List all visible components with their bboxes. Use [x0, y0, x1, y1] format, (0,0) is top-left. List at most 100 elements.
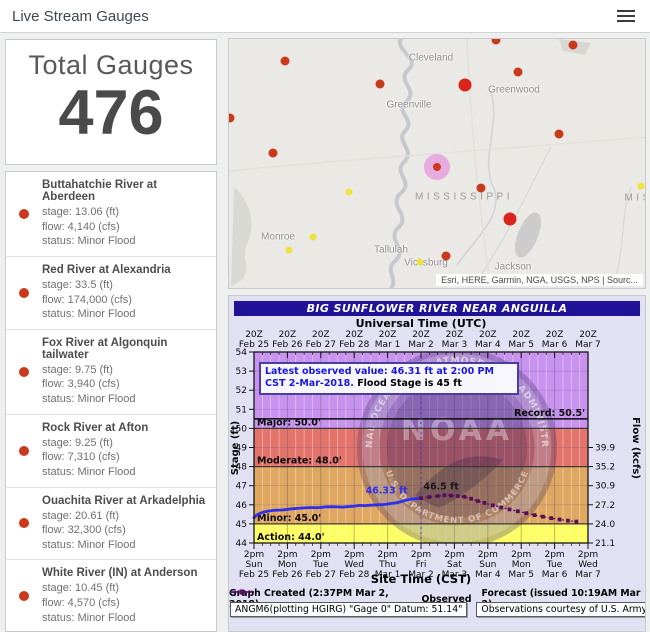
svg-text:2pm: 2pm	[544, 550, 564, 560]
svg-text:2pm: 2pm	[578, 550, 598, 560]
map-gauge-marker[interactable]	[441, 251, 451, 261]
gauge-status-dot	[19, 445, 29, 456]
gauge-stage: stage: 9.75 (ft)	[42, 363, 113, 376]
gauge-stage: stage: 10.45 (ft)	[42, 582, 120, 595]
svg-text:2pm: 2pm	[511, 550, 531, 560]
map-gauge-marker[interactable]	[637, 182, 645, 190]
svg-text:54: 54	[236, 348, 248, 358]
svg-text:2pm: 2pm	[344, 550, 364, 560]
svg-text:Mar 7: Mar 7	[575, 570, 601, 580]
svg-text:44: 44	[236, 539, 248, 549]
svg-text:20Z: 20Z	[312, 330, 330, 340]
map-gauge-marker[interactable]	[503, 212, 517, 226]
svg-text:20Z: 20Z	[546, 330, 564, 340]
gauge-status-dot	[19, 591, 29, 602]
gauge-status: status: Minor Flood	[42, 538, 136, 551]
annotation-line1: Latest observed value: 46.31 ft at 2:00 …	[265, 366, 494, 377]
gauge-flow: flow: 32,300 (cfs)	[42, 524, 126, 537]
svg-text:48: 48	[236, 463, 248, 473]
svg-text:Moderate: 48.0': Moderate: 48.0'	[257, 456, 342, 467]
gauge-list: Buttahatchie River at Aberdeen stage: 13.…	[5, 171, 217, 632]
svg-text:Feb 26: Feb 26	[272, 570, 303, 580]
svg-text:Mar 3: Mar 3	[442, 340, 468, 350]
list-item[interactable]: Red River at Alexandria stage: 33.5 (ft) f…	[6, 257, 216, 330]
map-panel[interactable]: Cleveland Greenwood Greenville Monroe Tallul…	[228, 38, 646, 289]
map-gauge-marker[interactable]	[345, 188, 353, 196]
svg-text:21.1: 21.1	[595, 539, 615, 549]
svg-text:2pm: 2pm	[377, 550, 397, 560]
latest-observed-annotation: Latest observed value: 46.31 ft at 2:00 …	[259, 362, 519, 395]
gauge-name: Ouachita River at Arkadelphia	[42, 494, 206, 507]
map-gauge-marker[interactable]	[416, 258, 424, 266]
svg-text:Sat: Sat	[447, 560, 462, 570]
gauge-name: Rock River at Afton	[42, 421, 149, 434]
app-title: Live Stream Gauges	[12, 7, 149, 25]
svg-text:Mar 6: Mar 6	[542, 340, 568, 350]
map-gauge-marker[interactable]	[458, 78, 472, 92]
map-gauge-marker[interactable]	[309, 233, 317, 241]
gauge-status-dot	[19, 518, 29, 529]
svg-text:Sun: Sun	[245, 560, 262, 570]
map-gauge-marker[interactable]	[280, 56, 290, 66]
gauge-status: status: Minor Flood	[42, 611, 136, 624]
map-state-label: MISSISSIPPI	[415, 191, 513, 203]
annotation-line2-date: CST 2-Mar-2018.	[265, 378, 354, 390]
gauge-name: Fox River at Algonquin tailwater	[42, 336, 168, 361]
list-item[interactable]: White River (IN) at Anderson stage: 10.45…	[6, 560, 216, 631]
chart-title-bar: BIG SUNFLOWER RIVER NEAR ANGUILLA	[234, 301, 640, 316]
svg-text:Wed: Wed	[578, 560, 598, 570]
gauge-stage: stage: 20.61 (ft)	[42, 509, 120, 522]
bottom-axis-label: Site Time (CST)	[370, 572, 472, 586]
selected-gauge-marker[interactable]	[424, 154, 450, 180]
svg-text:Feb 28: Feb 28	[339, 340, 370, 350]
svg-text:Action: 44.0': Action: 44.0'	[257, 532, 325, 543]
map-gauge-marker[interactable]	[568, 40, 578, 50]
map-gauge-marker[interactable]	[375, 79, 385, 89]
gauge-status: status: Minor Flood	[42, 235, 136, 248]
svg-text:Mar 2: Mar 2	[408, 570, 434, 580]
map-gauge-marker[interactable]	[285, 246, 293, 254]
list-item[interactable]: Ouachita River at Arkadelphia stage: 20.6…	[6, 488, 216, 561]
svg-text:Major: 50.0': Major: 50.0'	[257, 417, 321, 428]
gauge-flow: flow: 3,940 (cfs)	[42, 378, 120, 391]
svg-text:27.2: 27.2	[595, 501, 615, 511]
menu-icon[interactable]	[614, 7, 638, 25]
map-gauge-marker[interactable]	[476, 183, 486, 193]
svg-text:39.9: 39.9	[595, 444, 615, 454]
map-gauge-marker[interactable]	[229, 113, 235, 123]
svg-text:53: 53	[236, 367, 247, 377]
map-city-label: Jackson	[494, 261, 532, 273]
map-city-label: Tallulah	[374, 244, 408, 256]
gauge-flow: flow: 4,570 (cfs)	[42, 597, 120, 609]
list-item[interactable]: Buttahatchie River at Aberdeen stage: 13.…	[6, 172, 216, 257]
map-gauge-marker[interactable]	[554, 129, 564, 139]
svg-text:20Z: 20Z	[245, 330, 263, 340]
svg-text:Mar 4: Mar 4	[475, 570, 501, 580]
svg-text:Feb 28: Feb 28	[339, 570, 370, 580]
map-gauge-marker[interactable]	[268, 148, 278, 158]
gauge-status: status: Minor Flood	[42, 465, 136, 478]
observed-value-label: 46.33 ft	[366, 485, 408, 496]
gauge-status-dot	[19, 287, 29, 298]
svg-text:Feb 26: Feb 26	[272, 340, 303, 350]
map-city-label: Monroe	[261, 231, 295, 243]
map-city-label: Greenville	[386, 99, 432, 111]
gauge-status: status: Minor Flood	[42, 393, 136, 405]
legend-label: Observed	[421, 593, 472, 605]
list-item[interactable]: Fox River at Algonquin tailwater stage: 9…	[6, 330, 216, 415]
map-gauge-marker[interactable]	[491, 39, 501, 45]
svg-text:24.0: 24.0	[595, 520, 615, 530]
svg-text:Mar 5: Mar 5	[508, 340, 534, 350]
svg-text:2pm: 2pm	[244, 550, 264, 560]
svg-text:Fri: Fri	[416, 560, 427, 570]
map-gauge-marker[interactable]	[513, 67, 523, 77]
list-item[interactable]: Rock River at Afton stage: 9.25 (ft) flow:…	[6, 415, 216, 488]
svg-text:49: 49	[236, 444, 248, 454]
map-city-label: Vicksburg	[404, 257, 448, 269]
svg-text:Feb 25: Feb 25	[239, 570, 269, 580]
svg-text:20Z: 20Z	[446, 330, 464, 340]
total-gauges-card: Total Gauges 476	[5, 39, 217, 165]
svg-text:Tue: Tue	[546, 560, 563, 570]
svg-text:Record: 50.5': Record: 50.5'	[514, 408, 585, 419]
